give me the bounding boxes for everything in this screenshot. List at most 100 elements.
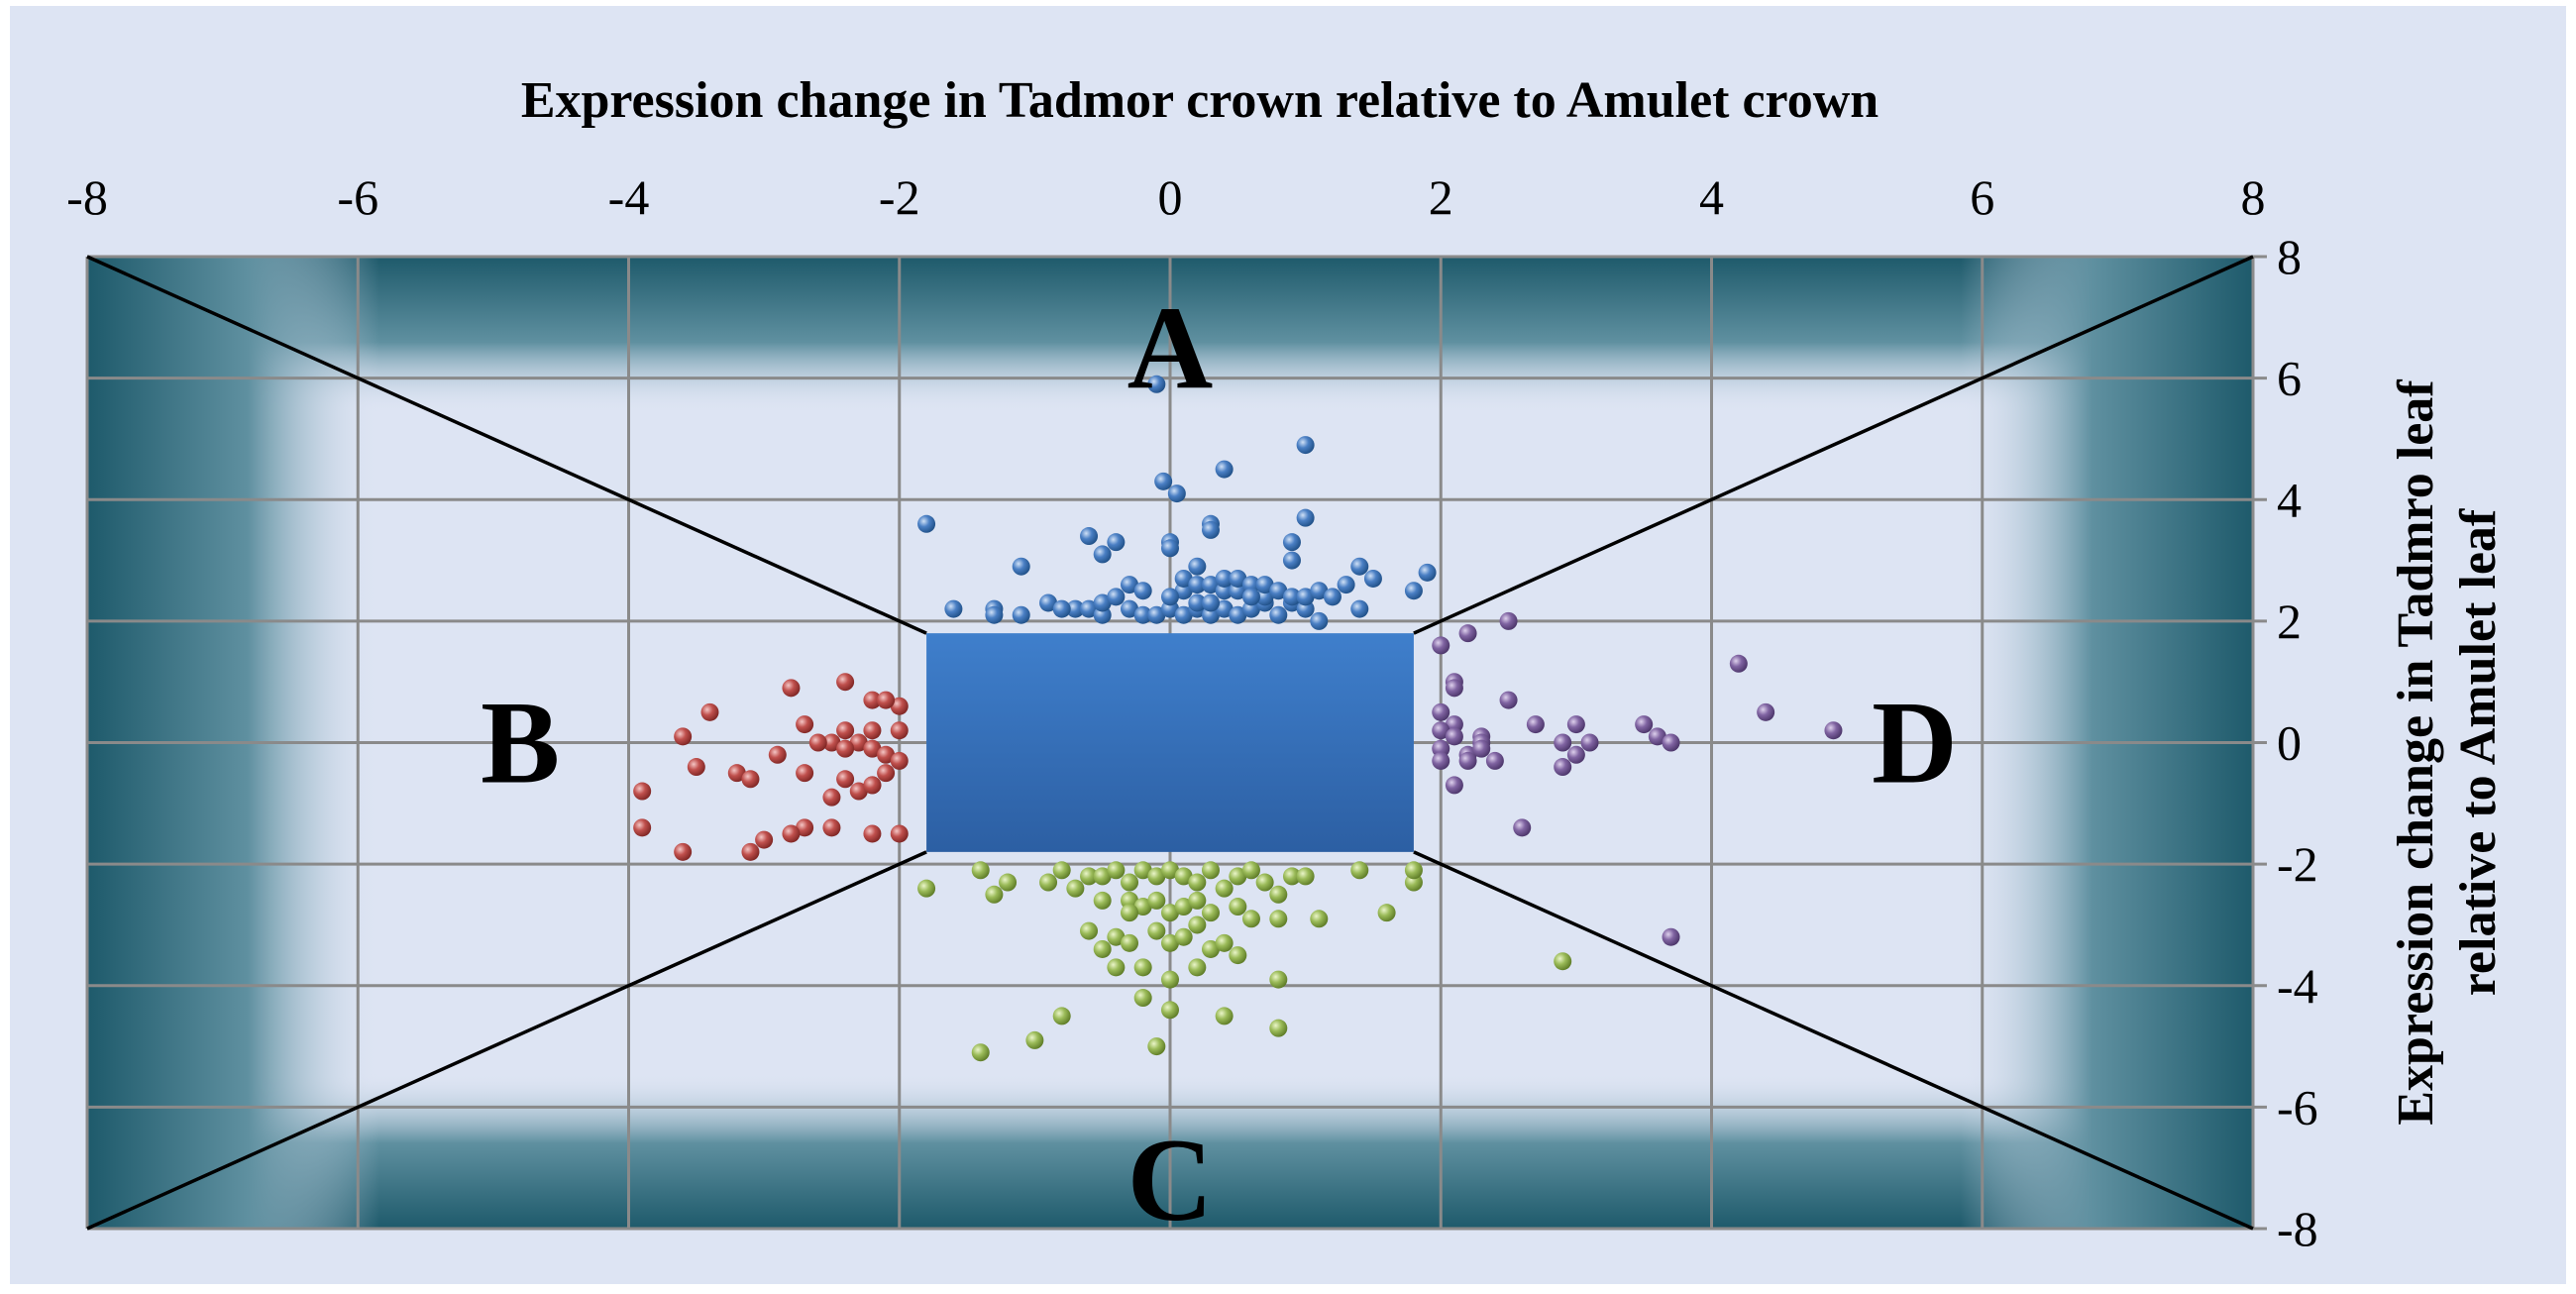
data-point-b xyxy=(782,679,801,698)
data-point-c xyxy=(1229,946,1247,965)
data-point-b xyxy=(863,721,882,740)
data-point-b xyxy=(877,691,896,709)
data-point-c xyxy=(1269,970,1288,989)
tick-labels: -8 -6 -4 -2 0 2 4 6 88 6 4 2 0 -2 -4 -6 -8 xyxy=(66,169,2317,1256)
data-point-d xyxy=(1554,733,1572,752)
y-axis-title: Expression change in Tadmro leaf relative… xyxy=(2388,379,2507,1126)
data-point-d xyxy=(1445,679,1463,698)
data-point-b xyxy=(633,818,652,837)
data-point-a xyxy=(944,599,963,618)
data-point-a xyxy=(1174,569,1193,588)
data-point-c xyxy=(1174,867,1193,886)
data-point-a xyxy=(1107,588,1126,606)
y-tick-label: 6 xyxy=(2277,351,2302,406)
data-point-d xyxy=(1445,776,1463,795)
data-point-c xyxy=(1147,891,1166,910)
data-point-c xyxy=(1255,873,1274,892)
data-point-a xyxy=(1201,593,1220,612)
data-point-a xyxy=(1174,605,1193,624)
data-point-d xyxy=(1458,751,1477,770)
x-tick-label: -8 xyxy=(66,169,108,225)
y-tick-label: -4 xyxy=(2277,958,2318,1014)
data-point-d xyxy=(1662,927,1680,946)
data-point-b xyxy=(633,782,652,801)
data-point-c xyxy=(1201,861,1220,880)
data-point-d xyxy=(1472,739,1491,758)
data-point-b xyxy=(796,818,814,837)
data-point-a xyxy=(1121,599,1139,618)
diagonal-line xyxy=(1413,850,2254,1231)
data-point-a xyxy=(1282,588,1301,606)
data-point-a xyxy=(1404,582,1423,600)
data-point-a xyxy=(1296,436,1315,455)
y-tick-label: 2 xyxy=(2277,593,2302,649)
x-axis-title: Expression change in Tadmor crown relati… xyxy=(521,72,1878,129)
data-point-a xyxy=(1323,588,1342,606)
data-point-d xyxy=(1499,611,1518,630)
data-point-c xyxy=(1404,861,1423,880)
data-point-a xyxy=(1147,605,1166,624)
data-point-c xyxy=(1282,867,1301,886)
data-point-c xyxy=(1107,927,1126,946)
data-point-c xyxy=(1269,1019,1288,1037)
data-point-b xyxy=(796,764,814,783)
data-point-a xyxy=(1188,557,1207,576)
data-point-c xyxy=(1188,891,1207,910)
data-point-b xyxy=(822,788,841,807)
data-point-b xyxy=(890,824,909,843)
data-point-a xyxy=(1012,605,1030,624)
y-tick-label: 4 xyxy=(2277,472,2302,527)
data-point-b xyxy=(674,727,693,746)
data-point-c xyxy=(1161,861,1179,880)
data-point-c xyxy=(1147,1037,1166,1056)
data-point-c xyxy=(1121,873,1139,892)
data-point-d xyxy=(1513,818,1532,837)
data-point-c xyxy=(971,861,990,880)
data-point-c xyxy=(1188,916,1207,934)
data-point-a xyxy=(1080,527,1099,546)
data-point-d xyxy=(1566,715,1585,734)
data-point-c xyxy=(1133,861,1152,880)
data-point-c xyxy=(1121,933,1139,952)
data-point-b xyxy=(890,721,909,740)
data-point-a xyxy=(1310,582,1329,600)
data-point-b xyxy=(755,830,774,849)
data-point-c xyxy=(971,1043,990,1062)
y-axis-title-line: Expression change in Tadmro leaf xyxy=(2388,379,2444,1126)
data-point-a xyxy=(1154,472,1173,490)
data-point-d xyxy=(1554,758,1572,777)
data-point-b xyxy=(849,733,868,752)
y-axis-title-line: relative to Amulet leaf xyxy=(2450,508,2507,996)
data-point-b xyxy=(782,824,801,843)
data-point-b xyxy=(877,764,896,783)
data-point-b xyxy=(863,691,882,709)
data-point-c xyxy=(1161,970,1179,989)
data-point-b xyxy=(700,702,719,721)
data-point-b xyxy=(687,758,705,777)
data-point-b xyxy=(796,715,814,734)
x-tick-label: 2 xyxy=(1429,169,1453,225)
y-tick-label: 0 xyxy=(2277,715,2302,771)
x-tick-label: 6 xyxy=(1970,169,1994,225)
data-point-c xyxy=(1107,861,1126,880)
region-label-c: C xyxy=(1127,1114,1214,1245)
data-point-a xyxy=(1161,539,1179,558)
data-point-b xyxy=(836,721,855,740)
diagonal-line xyxy=(1413,255,2254,635)
data-point-c xyxy=(1215,933,1234,952)
data-point-a xyxy=(1269,582,1288,600)
data-point-b xyxy=(674,842,693,861)
data-point-c xyxy=(1174,898,1193,917)
data-point-a xyxy=(1188,593,1207,612)
chart-frame: -8 -6 -4 -2 0 2 4 6 8 8 6 4 2 0 -2 -4 -6 -8 A B C D Expressi… xyxy=(10,6,2566,1284)
data-point-d xyxy=(1729,654,1748,673)
data-points xyxy=(633,375,1843,1062)
data-point-a xyxy=(1012,557,1030,576)
x-tick-label: -6 xyxy=(337,169,378,225)
data-point-c xyxy=(1215,1007,1234,1025)
data-point-c xyxy=(1093,867,1112,886)
data-point-b xyxy=(877,745,896,764)
data-point-c xyxy=(1241,910,1260,928)
data-point-c xyxy=(1269,910,1288,928)
data-point-c xyxy=(1133,958,1152,977)
